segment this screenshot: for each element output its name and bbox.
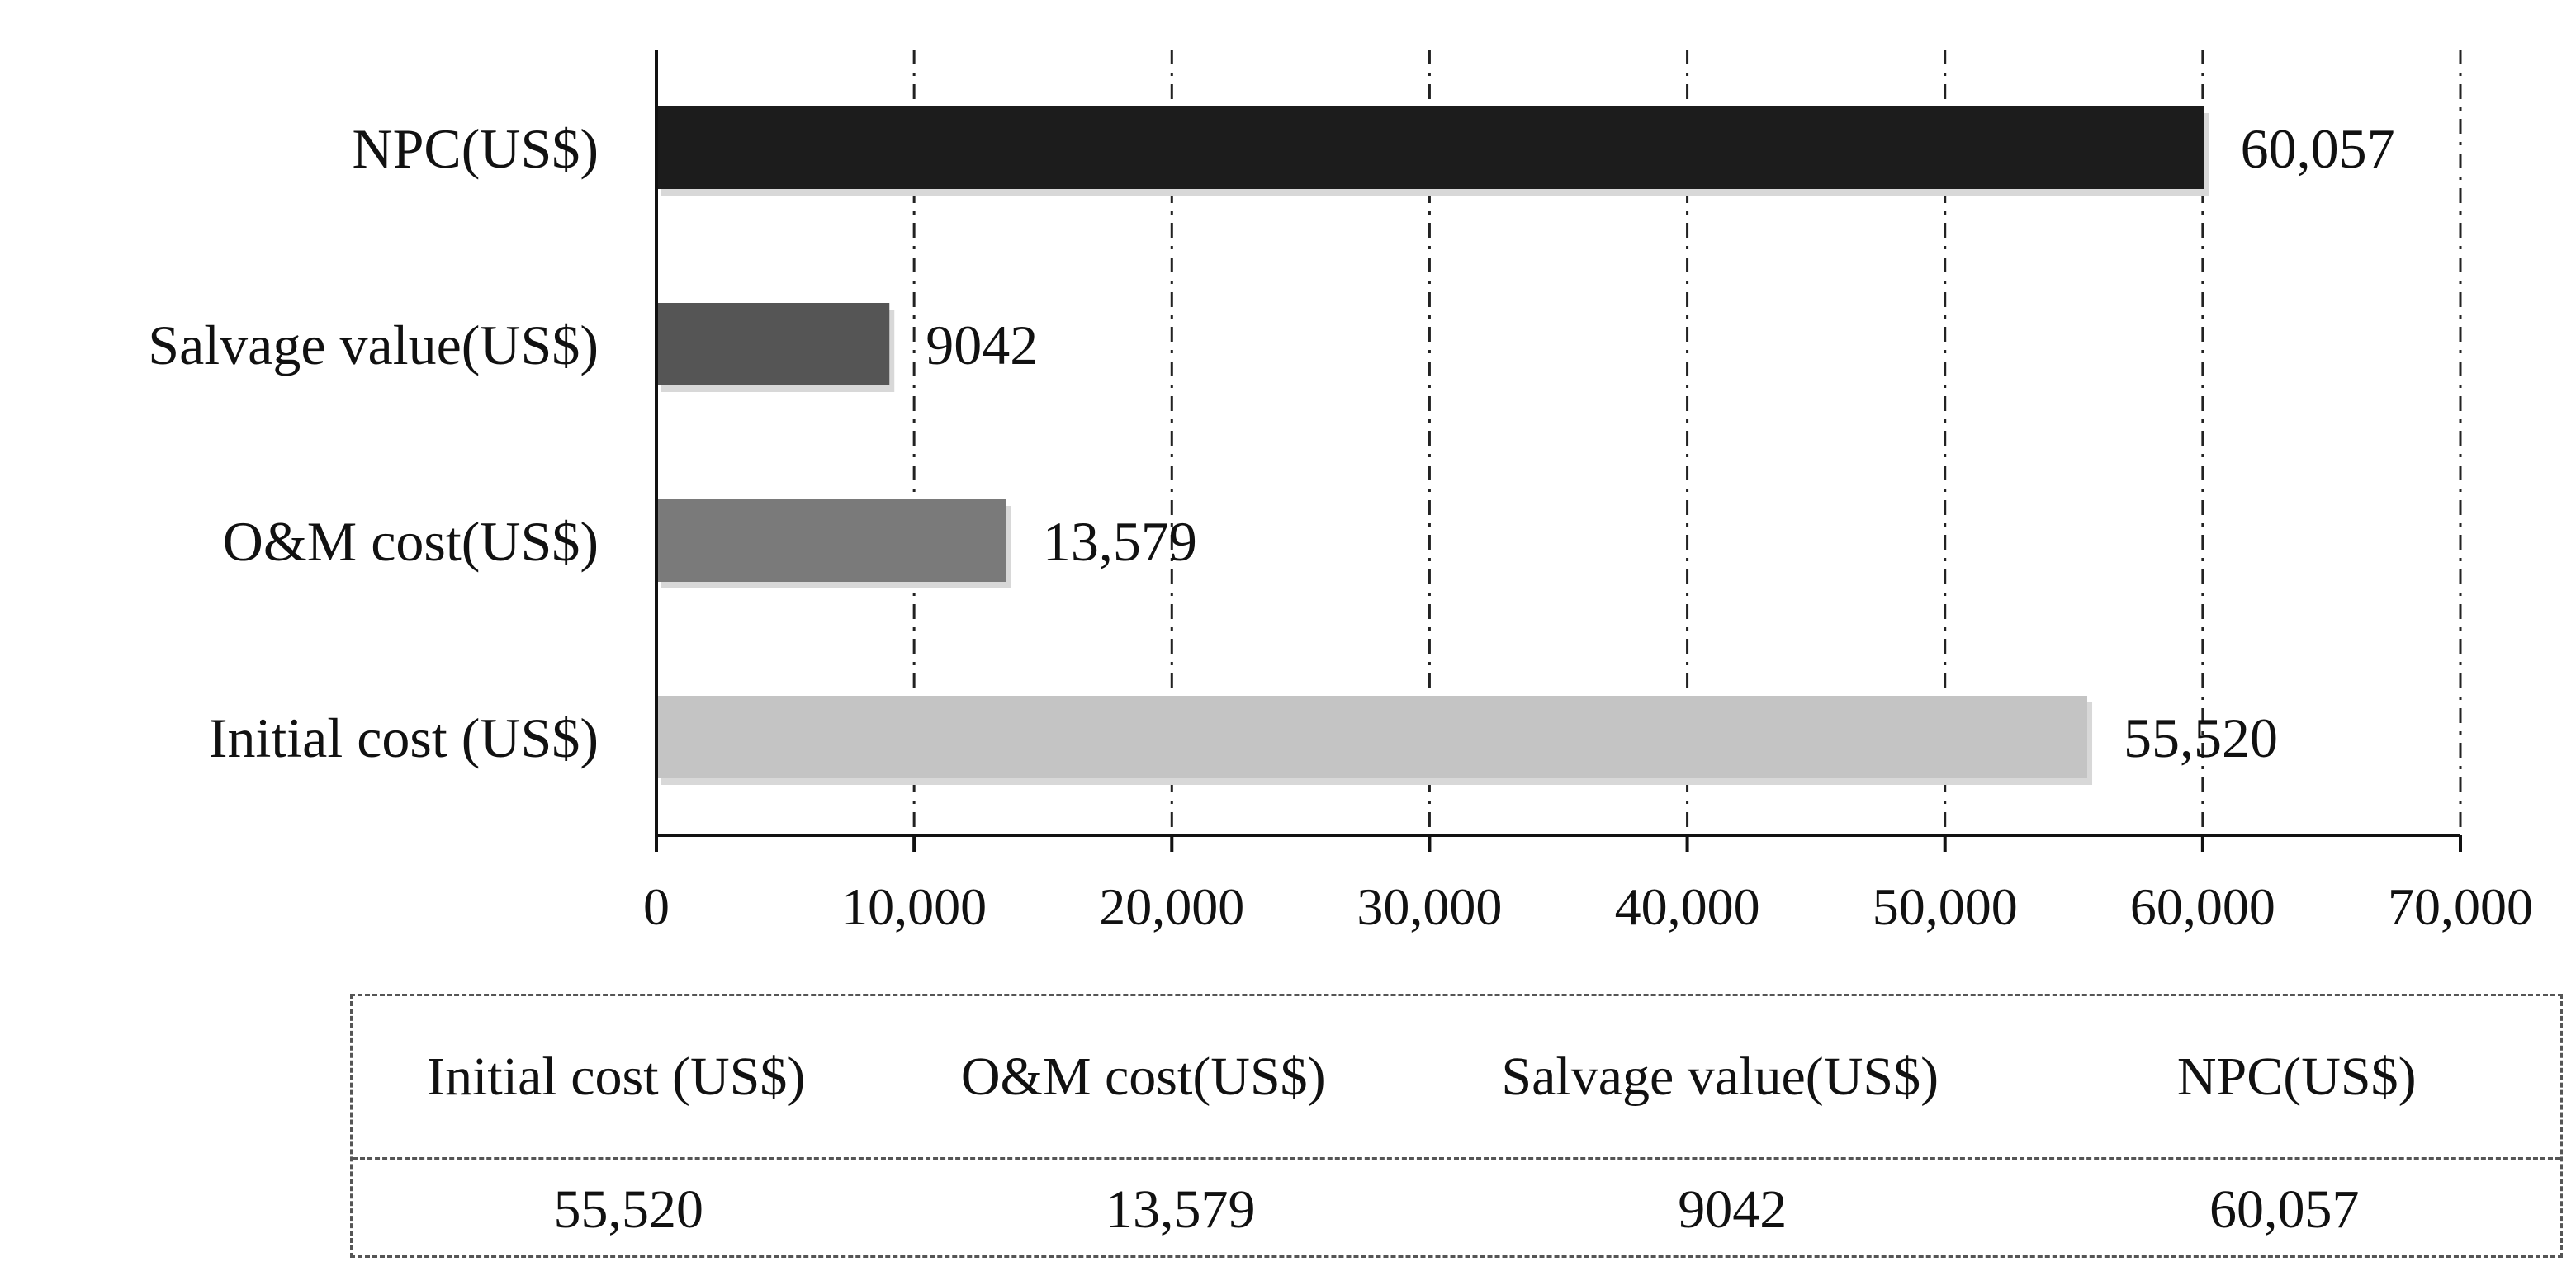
axes — [655, 50, 2460, 837]
data-label: 13,579 — [1043, 510, 1197, 573]
data-table: Initial cost (US$) O&M cost(US$) Salvage… — [350, 994, 2563, 1258]
data-label: 60,057 — [2241, 117, 2395, 180]
x-ticks: 0 10,000 20,000 30,000 40,000 50,000 60,000 70,… — [643, 835, 2533, 936]
bar — [656, 303, 890, 385]
table-header-row: Initial cost (US$) O&M cost(US$) Salvage… — [353, 996, 2560, 1157]
table-header-cell: NPC(US$) — [2176, 1046, 2417, 1107]
x-tick-label: 20,000 — [1099, 877, 1244, 936]
data-label: 55,520 — [2124, 707, 2278, 769]
bar — [656, 106, 2204, 189]
bar-chart: 0 10,000 20,000 30,000 40,000 50,000 60,000 70,… — [148, 50, 2533, 936]
table-value-cell: 60,057 — [2209, 1179, 2360, 1241]
table-header-cell: Initial cost (US$) — [427, 1046, 806, 1107]
x-tick-label: 0 — [643, 877, 670, 936]
table-value-row: 55,520 13,579 9042 60,057 — [353, 1157, 2560, 1260]
x-tick-label: 60,000 — [2130, 877, 2275, 936]
data-label: 9042 — [926, 314, 1038, 376]
x-tick-label: 70,000 — [2388, 877, 2533, 936]
x-tick-label: 40,000 — [1615, 877, 1760, 936]
bars — [656, 106, 2209, 785]
table-value-cell: 55,520 — [553, 1179, 704, 1241]
table-value-cell: 9042 — [1678, 1179, 1788, 1241]
x-tick-label: 50,000 — [1873, 877, 2018, 936]
category-label: Salvage value(US$) — [148, 314, 599, 376]
category-label: Initial cost (US$) — [209, 707, 599, 769]
bar — [656, 696, 2088, 778]
labels: Initial cost (US$) 55,520 O&M cost(US$) 13,… — [148, 117, 2394, 769]
x-tick-label: 10,000 — [841, 877, 987, 936]
x-tick-label: 30,000 — [1357, 877, 1502, 936]
table-value-cell: 13,579 — [1106, 1179, 1256, 1241]
category-label: NPC(US$) — [353, 117, 599, 180]
grid-lines — [912, 50, 2462, 835]
bar — [656, 499, 1006, 582]
table-header-cell: Salvage value(US$) — [1501, 1046, 1939, 1107]
table-header-cell: O&M cost(US$) — [960, 1046, 1326, 1107]
category-label: O&M cost(US$) — [223, 510, 599, 573]
